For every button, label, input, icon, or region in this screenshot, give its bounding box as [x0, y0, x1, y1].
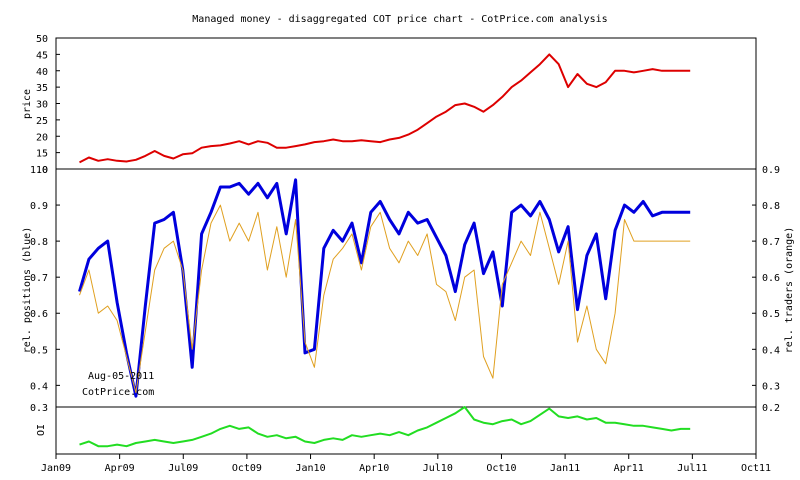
y-tick-label: 25: [36, 116, 48, 127]
y-tick-label: 40: [36, 67, 48, 78]
y2-tick-label: 0.8: [762, 201, 780, 212]
x-tick-label: Jan09: [41, 463, 71, 474]
x-tick-label: Oct11: [741, 463, 771, 474]
frame: [55, 37, 757, 455]
y-tick-label: 0.4: [30, 381, 48, 392]
y2-tick-label: 0.5: [762, 309, 780, 320]
rel_positions-series-0: [78, 178, 691, 398]
y-tick-label: 15: [36, 149, 48, 160]
rel-traders-axis-label: rel. traders (orange): [784, 227, 795, 353]
x-tick-label: Jul11: [677, 463, 707, 474]
y-tick-label: 0.8: [30, 237, 48, 248]
rel_positions-series-1: [79, 204, 691, 394]
x-tick-label: Apr09: [105, 463, 135, 474]
y-tick-label: 10: [36, 165, 48, 176]
y2-tick-label: 0.2: [762, 403, 780, 414]
y-tick-label: 0.3: [30, 403, 48, 414]
x-tick-label: Jan11: [550, 463, 580, 474]
y2-tick-label: 0.9: [762, 165, 780, 176]
x-tick-label: Oct09: [232, 463, 262, 474]
y-tick-label: 20: [36, 132, 48, 143]
y2-tick-label: 0.3: [762, 381, 780, 392]
watermark-date: Aug-05-2011: [88, 371, 154, 382]
y-tick-label: 45: [36, 50, 48, 61]
y2-tick-label: 0.6: [762, 273, 780, 284]
x-tick-label: Jan10: [295, 463, 325, 474]
x-tick-label: Jul09: [168, 463, 198, 474]
chart-marks: Jan09 Apr09 Jul09 Oct09 Jan10 Apr10 Jul10 Oct10…: [30, 34, 780, 474]
x-tick-label: Apr10: [359, 463, 389, 474]
chart-title: Managed money - disaggregated COT price …: [192, 14, 607, 25]
x-tick-label: Oct10: [486, 463, 516, 474]
y-tick-label: 0.6: [30, 309, 48, 320]
oi-axis-label: OI: [36, 424, 47, 436]
y-tick-label: 0.5: [30, 345, 48, 356]
price-axis-label: price: [22, 89, 33, 119]
y-tick-label: 1.0: [30, 165, 48, 176]
x-tick-label: Apr11: [614, 463, 644, 474]
price-series-0: [79, 53, 691, 164]
y-tick-label: 30: [36, 100, 48, 111]
y2-tick-label: 0.4: [762, 345, 780, 356]
y-tick-label: 50: [36, 34, 48, 45]
x-tick-label: Jul10: [423, 463, 453, 474]
y-tick-label: 0.9: [30, 201, 48, 212]
rel-positions-axis-label: rel. positions (blue): [22, 227, 33, 353]
y-tick-label: 35: [36, 83, 48, 94]
y2-tick-label: 0.7: [762, 237, 780, 248]
watermark-site: CotPrice.com: [82, 387, 154, 398]
oi-series-0: [79, 406, 691, 448]
y-tick-label: 0.7: [30, 273, 48, 284]
